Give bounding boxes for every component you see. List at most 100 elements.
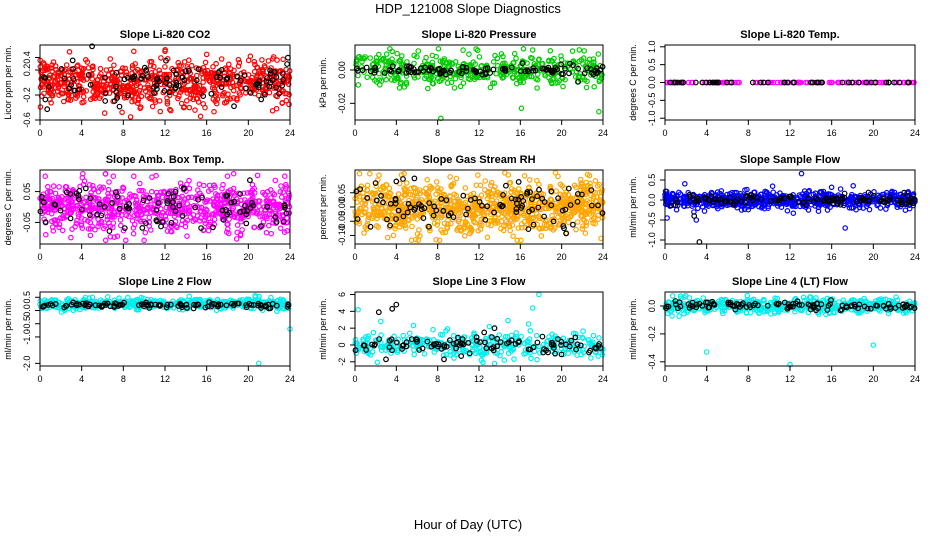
y-tick-label: 0.5	[22, 291, 32, 304]
data-point	[205, 227, 212, 234]
data-point	[500, 53, 506, 60]
data-point	[172, 90, 179, 97]
data-point	[104, 293, 111, 300]
data-point	[443, 75, 450, 81]
data-point	[389, 63, 396, 69]
x-tick-label: 16	[202, 128, 212, 138]
data-point	[270, 54, 277, 60]
data-point	[128, 81, 134, 88]
data-point	[246, 177, 253, 184]
data-point	[439, 59, 446, 66]
data-point	[262, 91, 268, 98]
data-point	[254, 65, 261, 71]
data-point	[66, 48, 73, 55]
data-point	[110, 173, 117, 180]
y-tick-label: 0.0	[22, 304, 32, 317]
data-point	[558, 53, 564, 59]
data-point	[65, 96, 71, 103]
x-tick-label: 0	[352, 128, 357, 138]
data-point	[678, 79, 685, 86]
data-point	[89, 204, 95, 211]
data-point	[254, 172, 261, 179]
data-point	[457, 83, 464, 90]
data-point	[138, 68, 144, 74]
x-tick-label: 0	[352, 252, 357, 262]
data-point	[44, 209, 51, 216]
panel-ylabel: degrees C per min.	[3, 169, 13, 246]
data-point	[48, 188, 54, 195]
y-tick-label: -0.5	[647, 93, 657, 109]
data-point	[538, 233, 545, 239]
data-point	[129, 62, 136, 69]
data-point	[849, 79, 856, 86]
data-point	[80, 93, 87, 100]
data-point	[272, 177, 279, 184]
data-point	[509, 74, 516, 81]
panel-ylabel: percent per min.	[318, 174, 328, 239]
data-point	[192, 107, 198, 113]
data-point	[162, 64, 168, 70]
data-point-outlier	[798, 170, 805, 177]
data-point	[149, 174, 155, 180]
data-point	[254, 210, 260, 217]
data-point	[590, 71, 597, 78]
data-point	[71, 87, 78, 94]
data-point	[182, 68, 189, 74]
x-tick-label: 16	[202, 374, 212, 384]
data-point	[156, 67, 163, 74]
data-point	[61, 79, 68, 86]
data-point-outlier	[664, 215, 670, 221]
y-tick-label: -0.6	[22, 112, 32, 128]
data-point	[181, 104, 188, 110]
data-point	[241, 72, 248, 78]
data-point	[409, 223, 415, 230]
data-point	[277, 189, 284, 195]
data-point	[234, 73, 240, 80]
data-point	[592, 178, 599, 184]
data-point	[55, 69, 61, 76]
data-point	[54, 77, 61, 84]
data-point	[267, 70, 274, 77]
data-point	[547, 47, 554, 54]
data-point	[545, 58, 552, 65]
data-point	[511, 68, 518, 75]
data-point	[451, 85, 458, 91]
data-point	[69, 226, 75, 233]
points	[352, 170, 606, 244]
data-point	[176, 82, 182, 89]
panel-title: Slope Amb. Box Temp.	[106, 154, 225, 166]
y-tick-label: 0.05	[22, 183, 32, 201]
data-point	[518, 71, 525, 78]
data-point	[213, 74, 220, 80]
x-tick-label: 4	[79, 374, 84, 384]
data-point	[74, 93, 81, 99]
data-point	[194, 72, 200, 79]
points	[352, 291, 606, 367]
data-point	[58, 65, 65, 72]
data-point	[815, 79, 822, 86]
y-tick-label: 0.0	[647, 194, 657, 207]
data-point	[138, 75, 145, 82]
data-point	[411, 52, 418, 59]
data-point	[435, 45, 442, 52]
data-point	[273, 219, 280, 225]
data-point	[164, 95, 170, 101]
data-point	[286, 192, 293, 199]
data-point	[252, 61, 258, 68]
data-point	[270, 220, 276, 226]
data-point	[410, 72, 417, 79]
data-point	[102, 171, 109, 177]
data-point	[165, 210, 172, 216]
data-point	[179, 193, 185, 200]
data-point	[436, 78, 443, 85]
data-point	[681, 181, 688, 187]
data-point	[265, 222, 272, 229]
x-tick-label: 8	[121, 374, 126, 384]
data-point	[249, 79, 255, 86]
data-point	[217, 196, 224, 203]
data-point	[367, 55, 374, 61]
data-point	[584, 78, 590, 85]
panel-ylabel: Licor ppm per min.	[3, 45, 13, 120]
data-point	[364, 182, 371, 189]
